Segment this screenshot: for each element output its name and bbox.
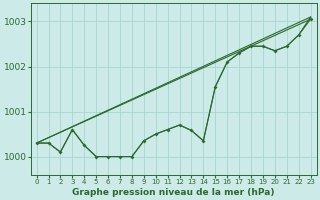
Point [213, 85, 218, 88]
Point [260, 45, 266, 48]
Point [129, 155, 134, 158]
Point [34, 141, 39, 145]
Point [236, 51, 242, 55]
X-axis label: Graphe pression niveau de la mer (hPa): Graphe pression niveau de la mer (hPa) [72, 188, 275, 197]
Point [177, 123, 182, 127]
Point [284, 45, 289, 48]
Point [93, 155, 99, 158]
Point [189, 129, 194, 132]
Point [82, 144, 87, 147]
Point [248, 45, 253, 48]
Point [58, 150, 63, 154]
Point [272, 49, 277, 52]
Point [106, 155, 111, 158]
Point [153, 132, 158, 136]
Point [225, 60, 230, 64]
Point [141, 139, 146, 142]
Point [165, 128, 170, 131]
Point [201, 139, 206, 142]
Point [296, 33, 301, 37]
Point [46, 141, 51, 145]
Point [117, 155, 123, 158]
Point [70, 128, 75, 131]
Point [308, 18, 313, 21]
